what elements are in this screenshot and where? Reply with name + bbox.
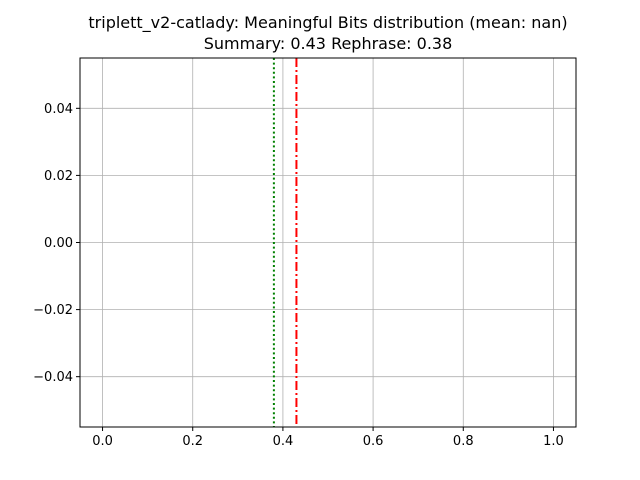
y-tick-label: −0.02 (33, 303, 73, 318)
grid-lines (80, 58, 576, 427)
y-tick-label: 0.00 (44, 236, 73, 251)
axis-ticks: 0.0 0.2 0.4 0.6 0.8 1.0 0.04 0.02 0.00 −0.02 −0.04 (33, 102, 564, 449)
y-tick-label: 0.04 (44, 102, 73, 117)
chart-subtitle: Summary: 0.43 Rephrase: 0.38 (204, 34, 453, 53)
y-tick-label: −0.04 (33, 370, 73, 385)
x-tick-label: 0.0 (92, 434, 113, 449)
x-tick-label: 0.2 (182, 434, 203, 449)
reference-lines (272, 58, 298, 427)
plot-area-frame (79, 57, 577, 428)
x-tick-label: 0.4 (273, 434, 294, 449)
chart-title: triplett_v2-catlady: Meaningful Bits dis… (88, 13, 567, 33)
x-tick-label: 1.0 (543, 434, 564, 449)
y-tick-label: 0.02 (44, 169, 73, 184)
x-tick-label: 0.8 (453, 434, 474, 449)
x-tick-label: 0.6 (363, 434, 384, 449)
